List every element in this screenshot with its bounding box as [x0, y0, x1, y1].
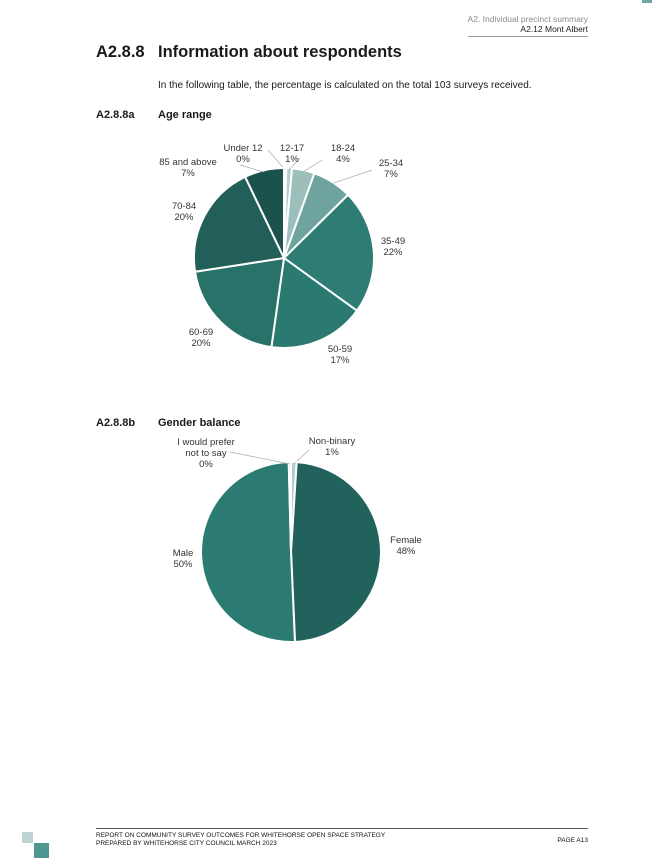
- leader-line: [302, 159, 323, 173]
- pie-label: Under 12 0%: [223, 143, 262, 165]
- pie-slice-60-69: [193, 256, 286, 349]
- age-title: Age range: [158, 109, 212, 121]
- gender-number: A2.8.8b: [96, 417, 136, 429]
- pie-label: 70-84 20%: [172, 201, 196, 223]
- pie-slice-female: [289, 461, 382, 643]
- section-title: Information about respondents: [158, 43, 402, 61]
- pie-label: 25-34 7%: [379, 158, 403, 180]
- footer-line-1: REPORT ON COMMUNITY SURVEY OUTCOMES FOR …: [96, 832, 386, 839]
- leader-line: [229, 451, 290, 465]
- age-number: A2.8.8a: [96, 109, 135, 121]
- gender-heading: A2.8.8b Gender balance: [96, 417, 241, 429]
- leader-line: [267, 149, 286, 171]
- leader-line: [239, 164, 265, 173]
- pie-label: Male 50%: [173, 548, 194, 570]
- pie-label: I would prefer not to say 0%: [177, 437, 235, 470]
- section-heading: A2.8.8 Information about respondents: [96, 43, 402, 62]
- pie-slice-70-84: [193, 175, 286, 273]
- pie-slice-50-59: [270, 256, 359, 349]
- section-number: A2.8.8: [96, 43, 145, 61]
- pie-slice-i-would-prefer-not-to-say: [287, 460, 292, 553]
- header-section: A2. Individual precinct summary: [467, 14, 588, 24]
- pie-label: Non-binary 1%: [309, 436, 356, 458]
- footer-line-2: PREPARED BY WHITEHORSE CITY COUNCIL MARC…: [96, 840, 277, 847]
- pie-label: 35-49 22%: [381, 236, 405, 258]
- corner-accent: [642, 0, 652, 3]
- pie-label: 12-17 1%: [280, 143, 304, 165]
- leader-line: [288, 157, 301, 171]
- pie-label: 60-69 20%: [189, 327, 213, 349]
- footer-logo-square-light: [22, 832, 33, 843]
- page-footer: REPORT ON COMMUNITY SURVEY OUTCOMES FOR …: [96, 828, 588, 848]
- pie-slice-85-and-above: [243, 166, 285, 259]
- page-number: PAGE A13: [557, 837, 588, 844]
- leader-line: [331, 169, 373, 185]
- pie-label: 18-24 4%: [331, 143, 355, 165]
- pie-slice-male: [200, 461, 297, 643]
- pie-label: Female 48%: [390, 535, 422, 557]
- pie-label: 85 and above 7%: [159, 157, 217, 179]
- age-pie-chart: Under 12 0% 12-17 1% 18-24 4% 25-34 7% 35-49 22% 5…: [159, 143, 405, 366]
- header-subsection: A2.12 Mont Albert: [467, 24, 588, 37]
- gender-pie-chart: Non-binary 1% Female 48% Male 50% I would pref…: [173, 436, 422, 643]
- gender-title: Gender balance: [158, 417, 241, 429]
- running-header: A2. Individual precinct summary A2.12 Mo…: [467, 14, 588, 37]
- footer-logo-square-dark: [34, 843, 49, 858]
- pie-label: 50-59 17%: [328, 344, 352, 366]
- intro-text: In the following table, the percentage i…: [158, 80, 532, 91]
- pie-slice-35-49: [282, 193, 375, 313]
- age-heading: A2.8.8a Age range: [96, 109, 212, 121]
